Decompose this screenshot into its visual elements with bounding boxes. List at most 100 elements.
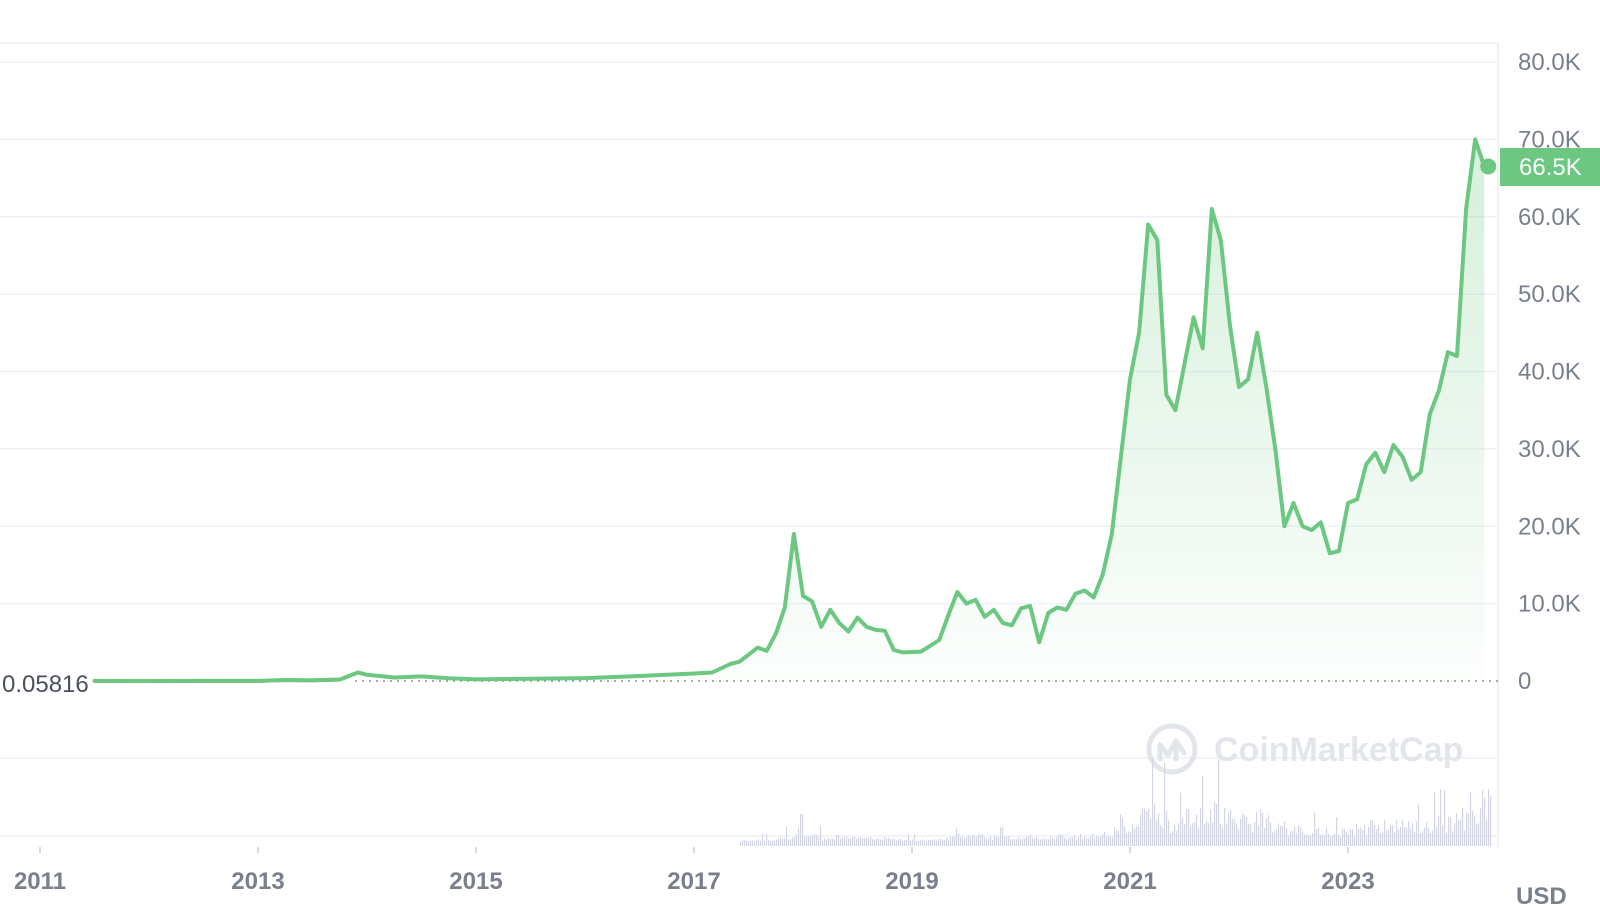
current-price-tag: 66.5K xyxy=(1500,148,1600,186)
volume-bar xyxy=(1164,762,1166,846)
volume-bar xyxy=(948,840,950,846)
volume-bar xyxy=(880,839,882,846)
volume-bar xyxy=(1186,809,1188,846)
volume-bar xyxy=(1450,817,1452,846)
volume-bar xyxy=(770,840,772,846)
volume-bar xyxy=(1270,822,1272,846)
volume-bar xyxy=(940,838,942,846)
volume-bar xyxy=(1306,834,1308,846)
volume-bar xyxy=(1044,839,1046,846)
volume-bar xyxy=(1246,816,1248,846)
volume-bar xyxy=(1042,838,1044,846)
volume-bar xyxy=(1094,837,1096,846)
volume-bar xyxy=(1104,832,1106,846)
volume-bar xyxy=(1108,835,1110,846)
volume-bar xyxy=(760,840,762,846)
volume-bar xyxy=(1400,826,1402,846)
volume-bar xyxy=(1458,820,1460,846)
volume-bar xyxy=(776,839,778,846)
volume-bar xyxy=(1318,828,1320,846)
volume-bar xyxy=(1396,820,1398,846)
volume-bar xyxy=(876,838,878,846)
y-tick-label: 50.0K xyxy=(1518,281,1581,308)
volume-bar xyxy=(1156,819,1158,846)
volume-bar xyxy=(1460,819,1462,846)
volume-bar xyxy=(1284,821,1286,846)
y-tick-label: 10.0K xyxy=(1518,591,1581,618)
volume-bar xyxy=(1456,813,1458,846)
volume-bar xyxy=(1066,839,1068,846)
volume-bar xyxy=(974,836,976,846)
volume-bar xyxy=(1226,823,1228,846)
volume-bar xyxy=(892,839,894,846)
volume-bar xyxy=(838,835,840,846)
volume-bar xyxy=(846,836,848,846)
volume-bar xyxy=(1190,826,1192,846)
volume-bar xyxy=(1304,834,1306,846)
volume-bar xyxy=(1168,820,1170,846)
volume-bar xyxy=(1038,838,1040,846)
volume-bar xyxy=(1178,823,1180,846)
volume-bar xyxy=(1232,818,1234,846)
volume-bar xyxy=(1082,838,1084,846)
volume-bar xyxy=(744,840,746,846)
volume-bar xyxy=(1326,827,1328,846)
volume-bar xyxy=(1218,759,1220,846)
volume-bar xyxy=(890,839,892,846)
volume-bar xyxy=(1120,814,1122,846)
volume-bar xyxy=(1404,827,1406,846)
volume-bar xyxy=(1174,824,1176,846)
volume-bar xyxy=(796,834,798,846)
volume-bar xyxy=(790,838,792,846)
volume-bar xyxy=(1466,811,1468,846)
volume-bar xyxy=(1192,823,1194,846)
volume-bar xyxy=(1308,835,1310,846)
volume-bar xyxy=(1442,825,1444,846)
volume-bar xyxy=(1002,827,1004,846)
x-tick-label: 2015 xyxy=(449,868,502,895)
volume-bar xyxy=(1302,831,1304,846)
coinmarketcap-logo-icon xyxy=(1146,723,1198,775)
volume-bar xyxy=(818,836,820,846)
volume-bar xyxy=(1248,823,1250,846)
volume-bar xyxy=(1170,833,1172,846)
volume-bar xyxy=(848,838,850,846)
volume-bar xyxy=(1420,833,1422,846)
volume-bar xyxy=(864,838,866,846)
volume-bar xyxy=(1060,834,1062,846)
volume-bar xyxy=(1434,792,1436,846)
volume-bar xyxy=(1392,825,1394,846)
volume-bar xyxy=(1256,811,1258,846)
volume-bar xyxy=(1136,826,1138,846)
volume-bar xyxy=(976,836,978,846)
volume-bar xyxy=(1486,819,1488,846)
volume-bar xyxy=(1122,818,1124,846)
volume-bar xyxy=(868,838,870,846)
volume-bar xyxy=(1378,825,1380,846)
coinmarketcap-watermark: CoinMarketCap xyxy=(1146,723,1463,775)
volume-bar xyxy=(1016,838,1018,846)
volume-bar xyxy=(1150,818,1152,846)
volume-bar xyxy=(1242,813,1244,846)
volume-bar xyxy=(1244,815,1246,846)
x-axis-ticks: 2011 2013 2015 2017 2019 2021 2023 xyxy=(14,847,1375,895)
volume-bar xyxy=(1476,824,1478,846)
volume-bar xyxy=(1072,836,1074,846)
volume-bar xyxy=(1068,837,1070,846)
volume-bar xyxy=(862,837,864,846)
volume-bar xyxy=(754,841,756,846)
volume-bar xyxy=(1118,831,1120,846)
volume-bar xyxy=(1058,834,1060,846)
volume-bar xyxy=(1090,836,1092,846)
volume-bar xyxy=(1206,821,1208,846)
volume-bar xyxy=(1402,820,1404,846)
volume-bar xyxy=(1208,823,1210,846)
volume-bar xyxy=(768,840,770,846)
y-tick-label: 0 xyxy=(1518,668,1531,695)
volume-bar xyxy=(942,839,944,846)
price-line xyxy=(92,137,1487,683)
volume-bar xyxy=(1274,830,1276,846)
volume-bar xyxy=(1142,808,1144,846)
volume-bar xyxy=(1294,826,1296,846)
volume-bar xyxy=(856,838,858,846)
